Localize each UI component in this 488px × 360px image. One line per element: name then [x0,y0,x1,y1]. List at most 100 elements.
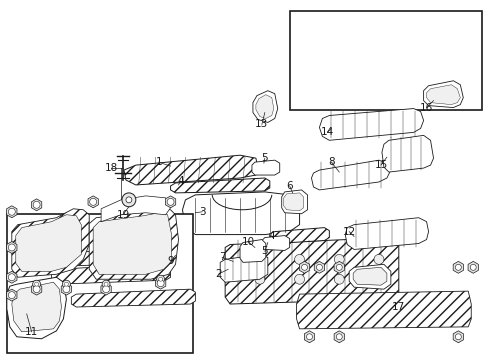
Polygon shape [333,331,344,343]
Polygon shape [7,206,17,218]
Circle shape [301,264,307,270]
Circle shape [157,280,164,287]
Text: 8: 8 [327,157,334,167]
Polygon shape [251,160,279,175]
Circle shape [33,286,40,293]
Polygon shape [182,192,299,235]
Circle shape [294,255,304,264]
Polygon shape [224,238,398,304]
Circle shape [33,280,41,288]
Text: 15: 15 [373,160,387,170]
Polygon shape [467,261,477,273]
Text: 17: 17 [391,302,405,312]
Polygon shape [423,81,462,108]
Circle shape [62,280,70,288]
Circle shape [294,274,304,284]
Polygon shape [311,160,390,190]
Text: 2: 2 [214,269,221,279]
Bar [7,214,193,353]
Circle shape [102,280,110,288]
Circle shape [469,264,475,270]
Polygon shape [319,109,423,140]
Circle shape [63,286,70,293]
Circle shape [102,286,109,293]
Polygon shape [296,291,470,329]
Circle shape [8,208,15,215]
Polygon shape [352,267,386,285]
Polygon shape [452,261,463,273]
Polygon shape [71,289,195,307]
Polygon shape [299,261,309,273]
Polygon shape [240,239,265,262]
Polygon shape [31,199,41,211]
Text: 11: 11 [25,327,38,337]
Text: 18: 18 [104,163,118,173]
Text: 1: 1 [155,157,162,167]
Circle shape [33,201,40,208]
Circle shape [254,274,264,284]
Polygon shape [7,271,17,283]
Polygon shape [252,91,277,122]
Polygon shape [314,261,324,273]
Polygon shape [61,283,71,295]
Polygon shape [345,218,427,249]
Polygon shape [16,215,81,271]
Polygon shape [165,196,175,208]
Text: 4: 4 [268,230,275,240]
Polygon shape [27,247,175,267]
Text: 5: 5 [261,153,267,163]
Circle shape [8,274,15,281]
Polygon shape [31,283,41,295]
Circle shape [167,198,174,205]
Circle shape [373,274,383,284]
Circle shape [35,282,39,286]
Polygon shape [123,155,257,185]
Polygon shape [101,283,111,295]
Polygon shape [88,196,98,208]
Circle shape [454,264,460,270]
Circle shape [64,282,68,286]
Circle shape [336,264,342,270]
Circle shape [104,282,108,286]
Circle shape [373,255,383,264]
Circle shape [158,277,163,281]
Polygon shape [269,228,328,243]
Polygon shape [452,331,463,343]
Polygon shape [255,95,273,118]
Polygon shape [283,193,303,211]
Text: 9: 9 [167,256,174,266]
Polygon shape [333,261,344,273]
Polygon shape [348,264,390,289]
Circle shape [122,193,136,207]
Polygon shape [426,85,459,105]
Text: 16: 16 [419,103,432,113]
Bar [289,11,481,109]
Polygon shape [220,255,267,282]
Polygon shape [155,277,165,289]
Circle shape [316,264,322,270]
Circle shape [334,255,344,264]
Polygon shape [89,208,178,279]
Polygon shape [262,235,289,251]
Circle shape [454,334,460,340]
Polygon shape [170,178,269,193]
Polygon shape [101,196,170,222]
Polygon shape [381,135,433,172]
Text: 4: 4 [177,176,183,186]
Polygon shape [7,277,66,339]
Text: 10: 10 [241,237,254,247]
Text: 6: 6 [286,181,292,191]
Polygon shape [304,331,314,343]
Circle shape [89,198,97,205]
Text: 14: 14 [320,127,333,138]
Circle shape [334,274,344,284]
Text: 7: 7 [219,252,225,262]
Text: 5: 5 [261,247,267,256]
Polygon shape [12,209,89,277]
Text: 13: 13 [255,120,268,130]
Circle shape [126,197,132,203]
Text: 3: 3 [199,207,205,217]
Circle shape [8,292,15,298]
Text: 12: 12 [342,226,355,237]
Circle shape [8,244,15,251]
